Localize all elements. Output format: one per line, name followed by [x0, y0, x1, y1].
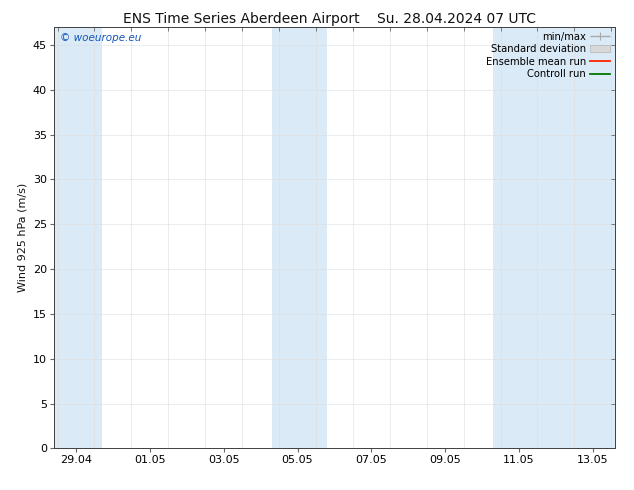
Text: Su. 28.04.2024 07 UTC: Su. 28.04.2024 07 UTC	[377, 12, 536, 26]
Bar	[54, 27, 102, 448]
Text: ENS Time Series Aberdeen Airport: ENS Time Series Aberdeen Airport	[122, 12, 359, 26]
Bar	[522, 27, 615, 448]
Y-axis label: Wind 925 hPa (m/s): Wind 925 hPa (m/s)	[17, 183, 27, 292]
Legend: min/max, Standard deviation, Ensemble mean run, Controll run: min/max, Standard deviation, Ensemble me…	[486, 32, 610, 79]
Bar	[272, 27, 297, 448]
Bar	[297, 27, 327, 448]
Text: © woeurope.eu: © woeurope.eu	[60, 33, 141, 43]
Bar	[493, 27, 522, 448]
